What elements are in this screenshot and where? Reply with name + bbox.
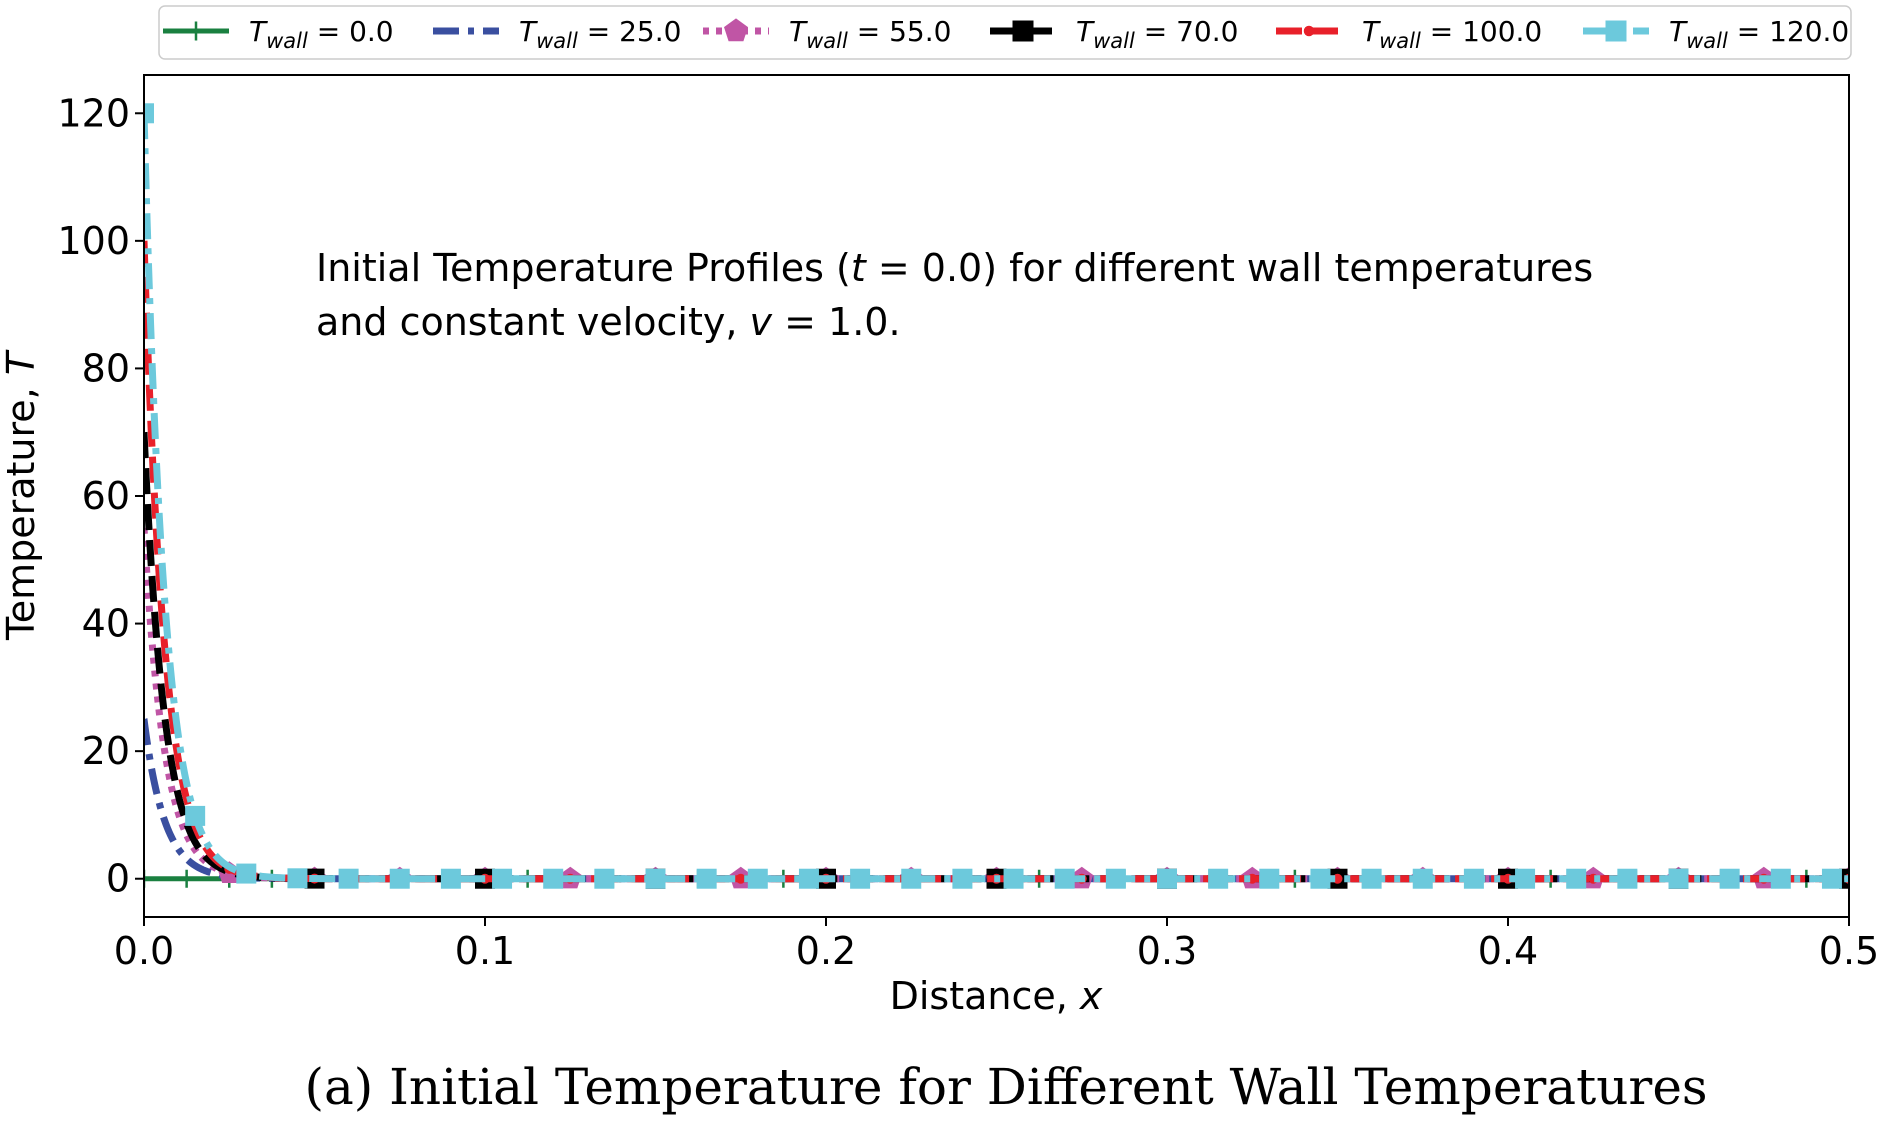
- series-marker: [645, 868, 666, 889]
- series-marker: [1208, 868, 1229, 889]
- series-marker: [1157, 868, 1177, 889]
- series-marker: [440, 868, 461, 889]
- series-marker: [543, 868, 564, 889]
- legend-entry: Twall = 70.0: [990, 15, 1238, 53]
- legend-label: Twall = 25.0: [519, 15, 681, 53]
- y-tick-label: 20: [82, 729, 130, 773]
- series-marker: [735, 873, 746, 884]
- series-marker: [144, 869, 153, 888]
- x-tick-label: 0.5: [1819, 929, 1879, 973]
- y-tick-label: 0: [106, 857, 130, 901]
- series-marker: [724, 18, 748, 42]
- figure-caption: (a) Initial Temperature for Different Wa…: [304, 1058, 1707, 1116]
- series-marker: [1012, 20, 1034, 42]
- series-marker: [1605, 20, 1627, 42]
- series-marker: [144, 103, 154, 124]
- series-marker: [287, 868, 308, 889]
- series-marker: [1003, 868, 1024, 889]
- series-marker: [1463, 868, 1484, 889]
- series-marker: [186, 21, 206, 41]
- x-tick-label: 0.1: [455, 929, 515, 973]
- series-marker: [1719, 868, 1740, 889]
- series-marker: [1412, 868, 1433, 889]
- series-marker: [185, 805, 206, 826]
- x-tick-label: 0.4: [1478, 929, 1538, 973]
- legend-label: Twall = 120.0: [1669, 15, 1849, 53]
- series-marker: [1303, 25, 1315, 37]
- y-tick-label: 80: [82, 346, 130, 390]
- series-marker: [1054, 868, 1075, 889]
- series-5: [144, 103, 1849, 889]
- legend-entry: Twall = 25.0: [433, 15, 681, 53]
- y-tick-label: 100: [57, 219, 130, 263]
- series-marker: [1668, 868, 1689, 889]
- series-marker: [236, 863, 257, 884]
- series-marker: [1566, 868, 1587, 889]
- legend: Twall = 0.0 Twall = 25.0 Twall = 55.0 Twall…: [158, 5, 1852, 60]
- legend-label: Twall = 0.0: [249, 15, 394, 53]
- annotation-line-1: Initial Temperature Profiles (t = 0.0) f…: [316, 246, 1593, 290]
- series-line: [144, 237, 1849, 883]
- plot-area: 0.0 0.1 0.2 0.3 0.4 0.5 0 20 40 60 80 100 120: [57, 74, 1879, 973]
- series-marker: [952, 868, 973, 889]
- series-marker: [1821, 868, 1842, 889]
- legend-entry: Twall = 120.0: [1583, 15, 1849, 53]
- plot-background: [144, 75, 1849, 917]
- x-axis-label: Distance, x: [890, 974, 1103, 1018]
- x-tick-label: 0.2: [796, 929, 856, 973]
- series-marker: [492, 868, 513, 889]
- x-tick-label: 0.3: [1137, 929, 1197, 973]
- legend-entry: Twall = 100.0: [1276, 15, 1542, 53]
- series-marker: [1515, 868, 1536, 889]
- series-marker: [1361, 868, 1382, 889]
- legend-label: Twall = 55.0: [789, 15, 951, 53]
- legend-label: Twall = 70.0: [1076, 15, 1238, 53]
- series-marker: [747, 868, 768, 889]
- annotation-line-2: and constant velocity, v = 1.0.: [316, 300, 901, 344]
- y-tick-label: 120: [57, 91, 130, 135]
- series-marker: [1105, 868, 1126, 889]
- series-marker: [901, 868, 922, 889]
- series-marker: [1617, 868, 1638, 889]
- series-line: [144, 109, 1849, 883]
- series-marker: [389, 868, 410, 889]
- legend-entry: Twall = 0.0: [163, 15, 394, 53]
- series-marker: [1770, 868, 1791, 889]
- series-marker: [338, 868, 359, 889]
- x-tick-label: 0.0: [114, 929, 174, 973]
- legend-entry: Twall = 55.0: [703, 15, 951, 53]
- y-tick-label: 40: [82, 602, 130, 646]
- series-marker: [1310, 868, 1331, 889]
- series-marker: [696, 868, 717, 889]
- series-marker: [594, 868, 615, 889]
- series-marker: [177, 869, 196, 888]
- series-marker: [850, 868, 871, 889]
- y-tick-label: 60: [82, 474, 130, 518]
- y-axis-label: Temperature, T: [0, 349, 43, 641]
- series-marker: [1259, 868, 1280, 889]
- legend-label: Twall = 100.0: [1362, 15, 1542, 53]
- series-marker: [798, 868, 819, 889]
